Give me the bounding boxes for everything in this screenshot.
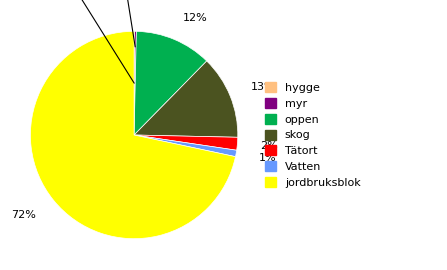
Text: 0.3 %: 0.3 %: [110, 0, 142, 47]
Wedge shape: [134, 61, 238, 137]
Wedge shape: [134, 31, 136, 135]
Text: 2%: 2%: [260, 141, 278, 151]
Text: 72%: 72%: [11, 210, 36, 220]
Text: 0%: 0%: [68, 0, 134, 83]
Legend: hygge, myr, oppen, skog, Tätort, Vatten, jordbruksblok: hygge, myr, oppen, skog, Tätort, Vatten,…: [261, 79, 364, 191]
Text: 13%: 13%: [251, 82, 276, 92]
Wedge shape: [134, 135, 236, 157]
Text: 12%: 12%: [183, 14, 208, 23]
Wedge shape: [134, 135, 238, 150]
Wedge shape: [30, 31, 236, 239]
Wedge shape: [134, 31, 207, 135]
Text: 1%: 1%: [258, 153, 276, 163]
